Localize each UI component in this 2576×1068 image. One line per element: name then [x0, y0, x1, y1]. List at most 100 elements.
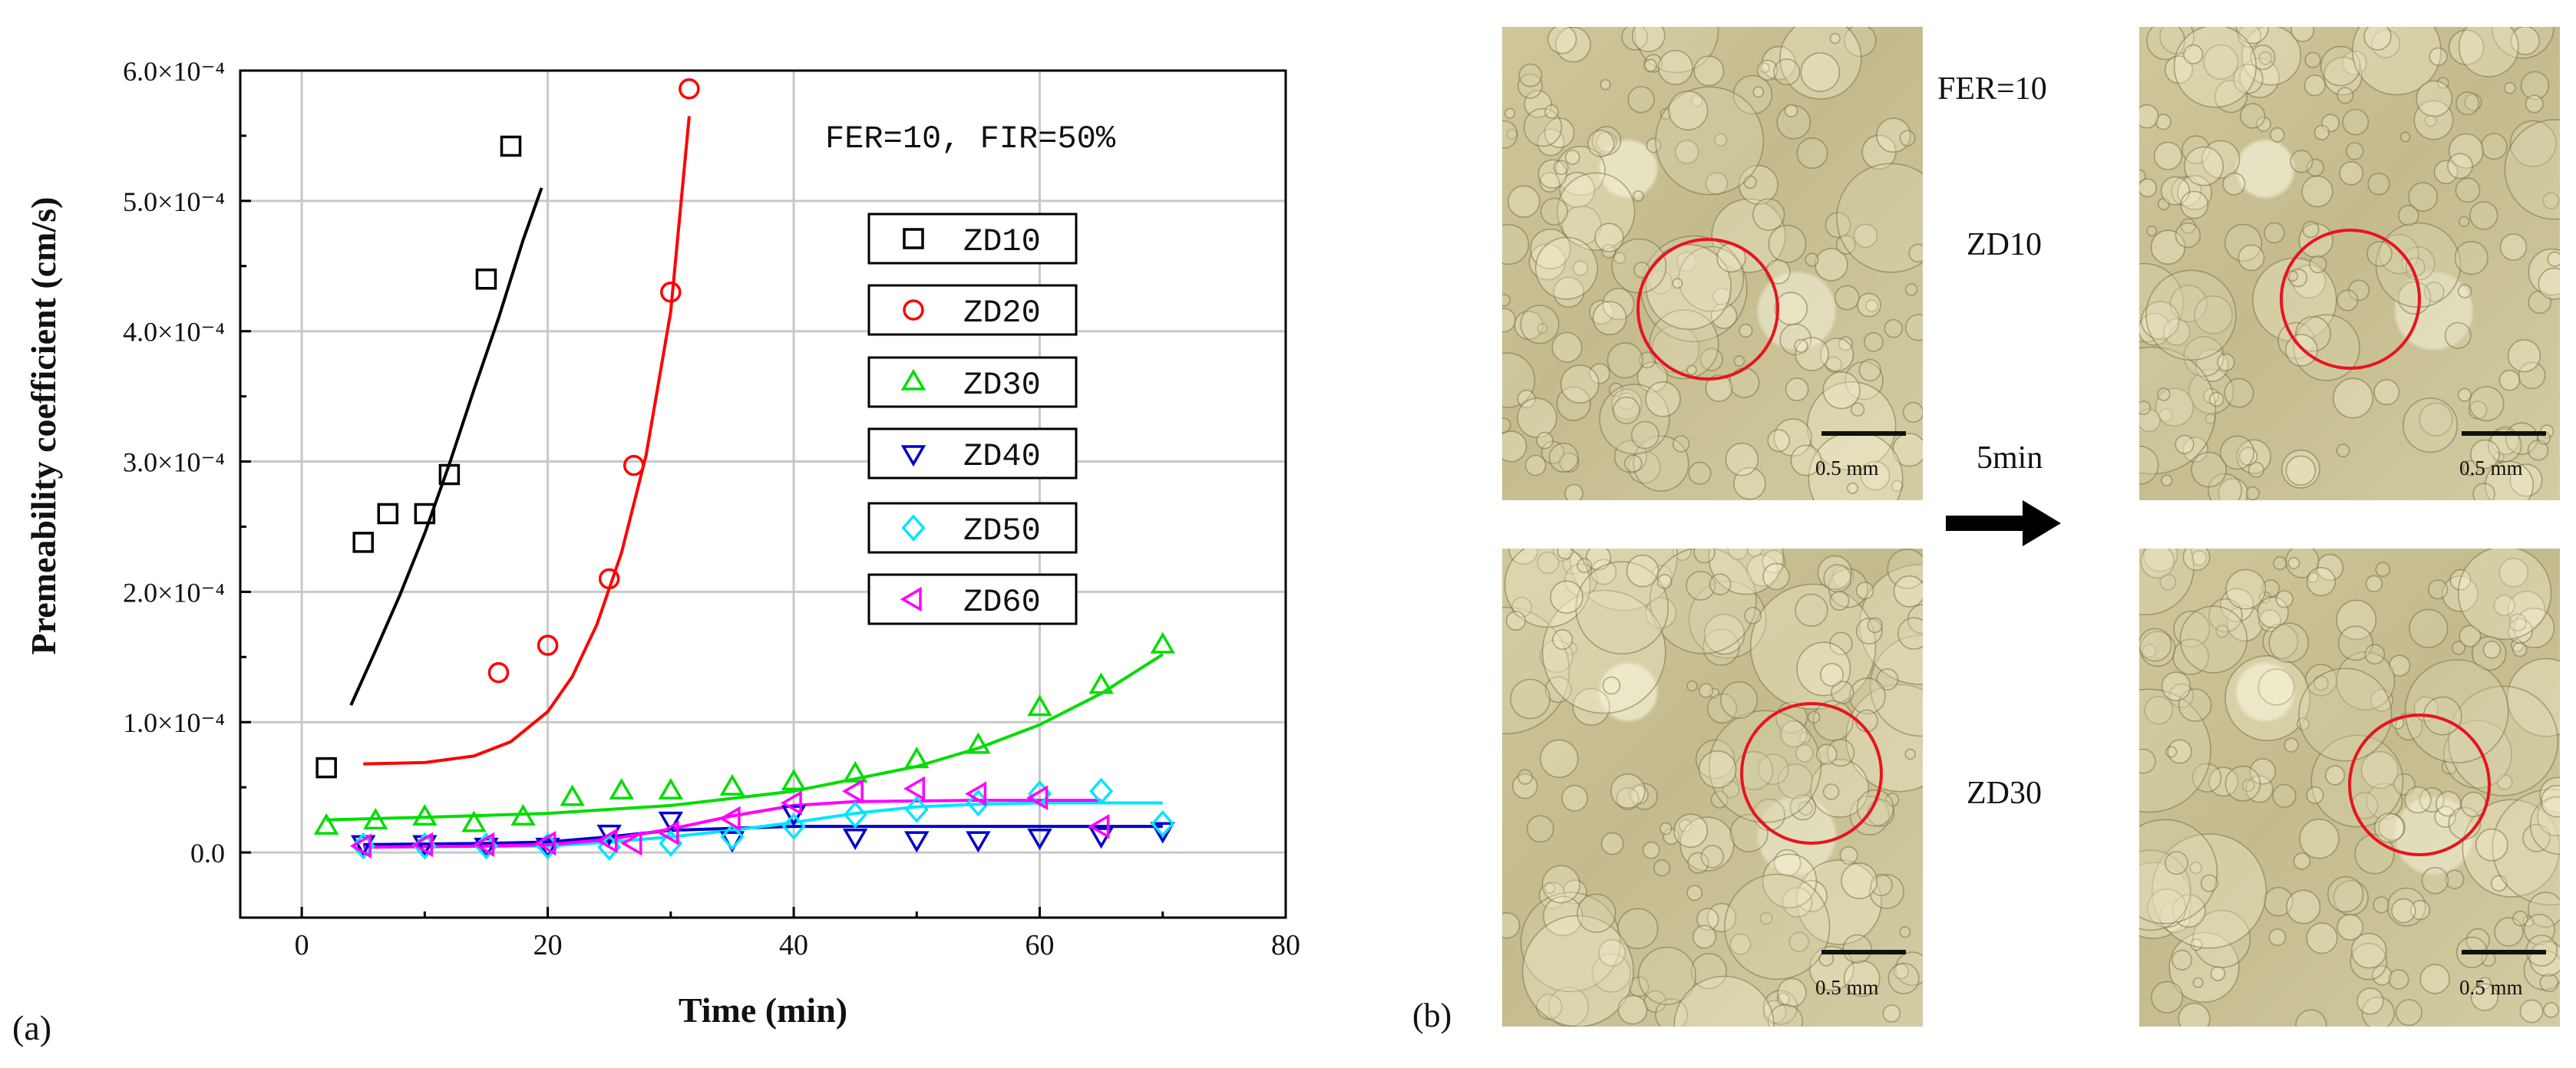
bubble [2237, 27, 2262, 48]
bubble [1711, 198, 1786, 273]
bubble [1768, 1004, 1804, 1027]
bubble [2155, 114, 2171, 130]
bubble [2139, 748, 2156, 774]
bubble [1773, 58, 1801, 86]
bubble [2454, 241, 2488, 275]
bubble-texture [2139, 549, 2560, 1027]
bubble [1524, 454, 1547, 476]
bubble [2413, 100, 2454, 140]
bubble [2285, 455, 2317, 486]
bubble [1904, 283, 1918, 296]
bubble [2139, 400, 2152, 415]
bubble [1530, 228, 1571, 270]
bubble [1572, 260, 1589, 276]
bubble [2302, 220, 2320, 239]
bubble [1822, 371, 1861, 410]
bubble [1690, 953, 1727, 990]
bubble [1585, 549, 1611, 571]
bubble [2320, 45, 2361, 87]
bubble [2327, 876, 2364, 913]
y-axis-label: Premeability coefficient (cm/s) [24, 197, 63, 655]
bubble [2146, 225, 2158, 237]
panel-b-label: (b) [1412, 997, 1452, 1034]
bubble [1502, 430, 1527, 463]
bubble [2448, 29, 2485, 66]
bubble [2139, 549, 2195, 615]
legend-label-zd40: ZD40 [963, 438, 1041, 475]
bubble [1795, 337, 1829, 371]
bubble [2404, 786, 2432, 814]
bubble [2224, 654, 2311, 741]
data-points [313, 78, 1175, 861]
scale-bar [1821, 431, 1906, 436]
bubble [2373, 896, 2390, 914]
data-point-zd30 [658, 777, 684, 799]
bubble [1564, 483, 1584, 500]
bubble [1649, 549, 1757, 654]
bubble [1725, 442, 1759, 476]
bubble [1841, 862, 1878, 899]
arrow-icon [1946, 500, 2061, 546]
scale-label: 0.5 mm [1815, 976, 1879, 999]
bubble [2220, 435, 2255, 470]
bubble [2419, 402, 2453, 437]
bubble [2192, 909, 2251, 968]
bubble [1686, 885, 1703, 902]
row1-label: ZD10 [1967, 227, 2042, 262]
bubble [1870, 874, 1893, 897]
bubble [1894, 951, 1923, 987]
bubble [1882, 1004, 1901, 1023]
bubble [2367, 173, 2390, 196]
bubble [1575, 561, 1669, 654]
data-point-zd10 [315, 756, 337, 779]
bubble [2173, 27, 2257, 108]
micrograph-zd10-5min: 0.5 mm [2139, 27, 2560, 500]
data-point-zd40 [1150, 822, 1175, 844]
bubble [2145, 269, 2237, 361]
bubble [2375, 562, 2391, 578]
bubble [1767, 429, 1791, 453]
legend-label-zd30: ZD30 [963, 367, 1041, 404]
data-point-zd20 [623, 454, 645, 476]
bubble [1553, 276, 1584, 308]
bubble [2388, 969, 2409, 990]
highlight-circle [1636, 238, 1779, 381]
bubble [2241, 779, 2255, 793]
x-tick-label: 60 [1025, 929, 1055, 961]
bubble [1518, 63, 1543, 87]
bubble [2539, 776, 2560, 813]
data-point-zd40 [842, 828, 868, 850]
bubble [1651, 565, 1673, 587]
bubble [1673, 549, 1692, 561]
data-point-zd30 [966, 732, 991, 754]
bubble [1673, 813, 1709, 849]
data-point-zd60 [473, 832, 495, 858]
bubble [2142, 549, 2178, 572]
legend-marker-zd60 [900, 586, 922, 612]
bubble [1693, 549, 1716, 564]
bubble [2459, 216, 2470, 227]
bubble [1548, 442, 1579, 473]
bubble [2423, 282, 2445, 302]
bubble [1505, 611, 1526, 631]
bubble [1822, 783, 1840, 800]
bubble [2363, 27, 2392, 51]
bubble [1785, 377, 1809, 401]
data-point-zd10 [475, 269, 497, 290]
bubble [1668, 91, 1709, 131]
bubble [1688, 461, 1712, 485]
data-point-zd60 [903, 776, 926, 802]
bubble [1502, 294, 1511, 307]
bubble [2208, 391, 2224, 407]
bubble [1550, 580, 1584, 614]
bubble [2443, 720, 2512, 789]
bubble [2268, 928, 2287, 947]
y-tick-label: 1.0×10⁻⁴ [123, 707, 225, 738]
bubble [1657, 50, 1693, 85]
bubble [1869, 635, 1923, 737]
bubble [1643, 58, 1657, 73]
bubble [2306, 786, 2324, 804]
bubble [1645, 381, 1681, 417]
bubble [1823, 564, 1852, 593]
bubble [2444, 321, 2472, 349]
